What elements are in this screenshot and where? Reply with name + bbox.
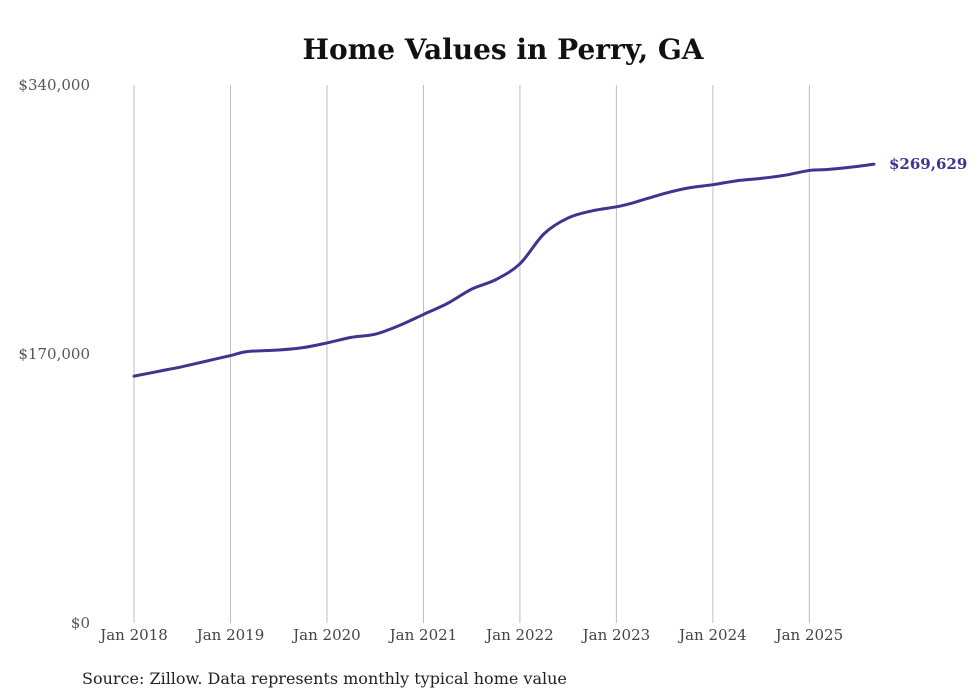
y-tick-label: $340,000 [18,76,90,94]
chart-title: Home Values in Perry, GA [302,33,704,66]
x-axis-ticks: Jan 2018 Jan 2019 Jan 2020 Jan 2021 Jan 2022… [98,626,843,644]
x-tick-label: Jan 2023 [581,626,651,644]
vertical-gridlines [133,85,810,623]
series-layer [132,162,876,378]
x-tick-label: Jan 2022 [484,626,554,644]
y-tick-label: $0 [71,614,90,632]
x-tick-label: Jan 2021 [388,626,458,644]
x-tick-label: Jan 2018 [98,626,168,644]
source-note: Source: Zillow. Data represents monthly … [82,669,567,688]
series-line-0 [132,162,876,378]
x-tick-label: Jan 2025 [774,626,844,644]
y-axis-ticks: $0 $170,000 $340,000 [18,76,90,632]
x-tick-label: Jan 2019 [195,626,265,644]
x-tick-label: Jan 2020 [291,626,361,644]
y-tick-label: $170,000 [18,345,90,363]
end-value-label: $269,629 [889,155,967,173]
x-tick-label: Jan 2024 [677,626,747,644]
